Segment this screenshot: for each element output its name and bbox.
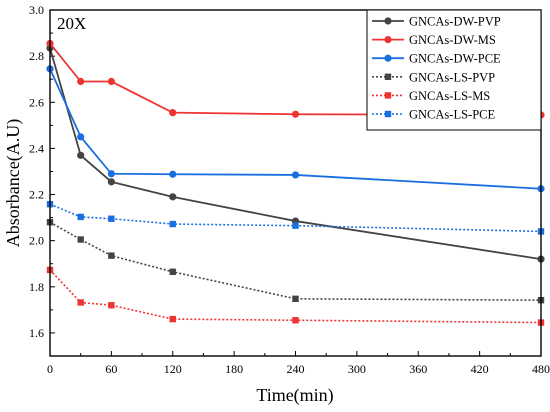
x-tick-label: 480 [532, 362, 550, 376]
legend-item: GNCAs-DW-MS [372, 33, 496, 47]
data-point [108, 302, 115, 309]
data-point [291, 171, 300, 179]
data-point [292, 222, 299, 229]
data-point [107, 178, 115, 186]
chart-annotation: 20X [57, 14, 86, 33]
data-point [291, 110, 300, 118]
data-point [169, 268, 176, 276]
data-point [77, 299, 84, 306]
legend: GNCAs-DW-PVP GNCAs-DW-MS GNCAs-DW-PCE GNCAs… [366, 9, 542, 131]
data-point [77, 236, 84, 243]
y-axis-ticks: 1.6 1.8 2.0 2.2 2.4 2.6 2.8 3.0 [29, 3, 55, 340]
y-tick-label: 3.0 [29, 3, 44, 17]
legend-label: GNCAs-DW-PCE [409, 52, 501, 66]
legend-label: GNCAs-LS-PVP [409, 70, 495, 84]
legend-label: GNCAs-LS-PCE [409, 108, 495, 122]
legend-marker [384, 54, 392, 62]
data-point [169, 193, 177, 201]
legend-marker [384, 92, 392, 99]
x-axis-label: Time(min) [256, 385, 333, 406]
x-tick-label: 420 [471, 362, 489, 376]
x-axis-ticks: 0 60 120 180 240 300 360 420 480 [47, 351, 550, 376]
legend-item: GNCAs-LS-MS [372, 89, 490, 103]
legend-label: GNCAs-LS-MS [409, 89, 490, 103]
y-axis-label: Absorbance(A.U) [3, 119, 24, 247]
data-point [77, 213, 84, 221]
series-line [49, 68, 542, 190]
data-point [107, 170, 115, 178]
data-point [169, 170, 177, 178]
x-tick-label: 300 [348, 362, 366, 376]
y-tick-label: 1.6 [29, 326, 44, 340]
x-tick-label: 60 [105, 362, 117, 376]
data-point [169, 109, 177, 117]
x-tick-label: 0 [47, 362, 53, 376]
data-point [292, 295, 299, 302]
series-line [49, 269, 542, 324]
data-point [77, 151, 85, 159]
x-tick-label: 240 [287, 362, 305, 376]
data-point [108, 252, 115, 259]
legend-item: GNCAs-DW-PCE [372, 52, 501, 66]
data-point [77, 133, 85, 141]
series-GNCAs-DW-MS [46, 39, 545, 119]
y-tick-label: 2.4 [29, 141, 44, 155]
legend-marker [384, 36, 392, 44]
data-point [77, 77, 85, 86]
x-tick-label: 180 [225, 362, 243, 376]
y-tick-label: 2.0 [29, 234, 44, 248]
y-tick-label: 2.6 [29, 95, 44, 109]
legend-item: GNCAs-LS-PCE [372, 108, 495, 122]
data-point [169, 315, 176, 323]
legend-label: GNCAs-DW-MS [409, 33, 496, 47]
series-line [49, 221, 542, 301]
series-GNCAs-LS-PVP [46, 219, 545, 304]
series-line [49, 203, 542, 233]
legend-item: GNCAs-LS-PVP [372, 70, 495, 84]
series-line [49, 42, 542, 116]
legend-marker [384, 73, 392, 80]
y-tick-label: 2.8 [29, 49, 44, 63]
data-point [108, 215, 115, 222]
legend-label: GNCAs-DW-PVP [409, 15, 501, 29]
y-tick-label: 1.8 [29, 280, 44, 294]
legend-item: GNCAs-DW-PVP [372, 15, 501, 29]
series-layer [46, 39, 545, 326]
data-point [169, 220, 176, 228]
x-tick-label: 360 [409, 362, 427, 376]
y-tick-label: 2.2 [29, 188, 44, 202]
legend-marker [384, 17, 392, 25]
data-point [292, 317, 299, 324]
plot-area-frame [49, 9, 542, 357]
legend-box [366, 9, 542, 131]
legend-marker [384, 110, 392, 118]
x-tick-label: 120 [164, 362, 182, 376]
data-point [107, 77, 115, 86]
